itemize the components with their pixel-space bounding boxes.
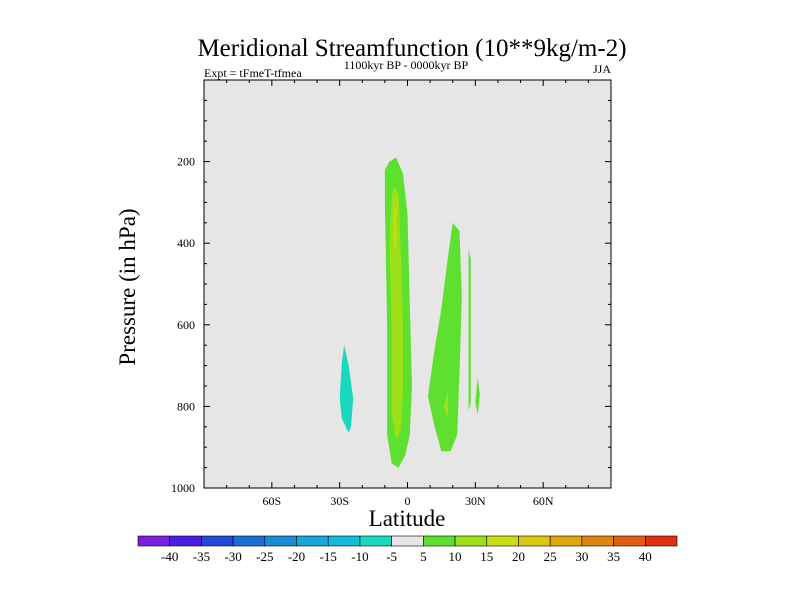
colorbar-swatch (264, 535, 297, 547)
season-label: JJA (593, 62, 611, 76)
contour-region-equatorial-cell-core (393, 202, 397, 252)
x-tick-label: 0 (405, 494, 411, 508)
contour-region-equatorial-cell-inner (389, 186, 403, 439)
colorbar-swatch (296, 535, 329, 547)
colorbar-swatch (644, 535, 678, 547)
colorbar-label: 35 (607, 549, 620, 564)
contour-region-ne-small-blob (475, 377, 480, 415)
colorbar-swatch (391, 535, 424, 547)
x-tick-label: 60N (533, 494, 554, 508)
contour-region-southern-negative-cell (339, 345, 354, 433)
contour-region-ne-cell-west (427, 222, 462, 452)
colorbar-label: 30 (575, 549, 588, 564)
contour-region-ne-strip (468, 249, 471, 411)
y-tick-label: 400 (177, 236, 195, 250)
contour-region-ne-cell-inner (443, 390, 449, 419)
colorbar-label: -10 (351, 549, 368, 564)
colorbar-swatch (423, 535, 456, 547)
colorbar-label: 15 (480, 549, 493, 564)
colorbar-label: -15 (320, 549, 337, 564)
x-axis-label: Latitude (369, 506, 446, 531)
colorbar-swatch (581, 535, 614, 547)
y-tick-label: 200 (177, 155, 195, 169)
x-tick-label: 30S (330, 494, 349, 508)
colorbar-label: -20 (288, 549, 305, 564)
colorbar-label: 20 (512, 549, 525, 564)
colorbar-label: 25 (544, 549, 557, 564)
colorbar-label: -35 (193, 549, 210, 564)
y-tick-label: 600 (177, 318, 195, 332)
colorbar-label: 5 (420, 549, 427, 564)
axes: 60S 30S 0 30N 60N 200 400 600 800 1000 (171, 79, 612, 508)
colorbar-swatch (169, 535, 202, 547)
y-tick-label: 800 (177, 399, 195, 413)
colorbar-swatch (327, 535, 361, 547)
period-label: 1100kyr BP - 0000kyr BP (344, 58, 469, 72)
colorbar-swatch (232, 535, 266, 547)
colorbar-label: -5 (386, 549, 397, 564)
colorbar-swatch (549, 535, 583, 547)
y-tick-label: 1000 (171, 481, 195, 495)
x-tick-label: 60S (262, 494, 281, 508)
colorbar-swatch (613, 535, 646, 547)
colorbar: -40 -35 -30 -25 -20 -15 -10 -5 5 10 15 20 25 30 35 40 (137, 535, 678, 564)
colorbar-label: -40 (161, 549, 178, 564)
experiment-label: Expt = tFmeT-tfmea (204, 66, 302, 80)
colorbar-label: -25 (256, 549, 273, 564)
colorbar-label: -30 (224, 549, 241, 564)
colorbar-swatch (201, 535, 234, 547)
colorbar-swatch (359, 535, 392, 547)
chart-title: Meridional Streamfunction (10**9kg/m-2) (197, 35, 626, 62)
contour-regions (339, 157, 480, 468)
colorbar-swatch (486, 535, 519, 547)
colorbar-swatch (454, 535, 488, 547)
colorbar-label: 10 (449, 549, 462, 564)
y-axis-label: Pressure (in hPa) (115, 208, 140, 365)
x-tick-label: 30N (465, 494, 486, 508)
colorbar-label: 40 (639, 549, 652, 564)
colorbar-swatch (518, 535, 551, 547)
colorbar-swatch (137, 535, 171, 547)
